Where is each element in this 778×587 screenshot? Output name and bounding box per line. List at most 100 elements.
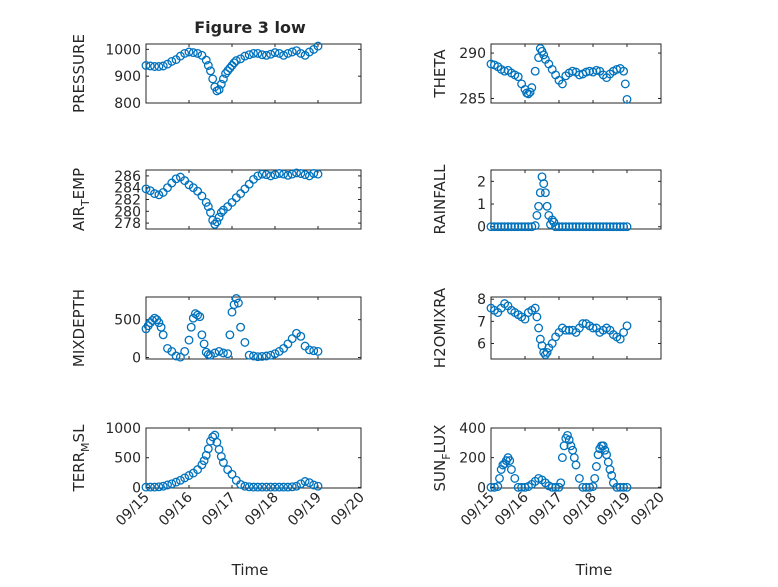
data-point [313,41,323,51]
axes-frame [490,169,662,230]
data-point [313,481,323,491]
data-point [493,482,503,491]
data-point [608,222,618,232]
data-point [493,222,503,232]
data-point [195,312,205,322]
data-point [539,50,549,60]
data-point [612,482,622,492]
data-point [568,222,578,232]
data-point [210,348,220,358]
data-point [175,475,185,485]
data-point [568,66,578,76]
data-point [287,334,297,344]
data-point [527,83,537,93]
data-point [253,352,263,362]
data-point [212,86,222,96]
data-point [540,188,550,198]
y-tick-label: 285 [459,91,486,107]
data-point [539,347,549,357]
y-tick-label: 0 [132,480,141,496]
y-tick-label: 800 [114,96,141,112]
y-tick-label: 0 [132,350,141,366]
data-point [304,171,314,181]
data-point [578,222,588,232]
data-point [283,48,293,58]
data-point [175,352,185,362]
data-point [489,482,499,492]
y-tick-label: 1000 [105,42,141,58]
data-point [510,473,520,483]
data-point [539,179,549,189]
data-point [150,482,160,492]
data-point [218,348,228,358]
data-point [547,482,557,492]
data-point [612,222,622,232]
y-tick-label: 280 [114,204,141,220]
data-point [158,481,168,491]
data-point [203,61,213,70]
data-point [270,349,280,359]
data-point [292,481,301,491]
data-point [564,222,574,232]
data-point [598,222,608,232]
data-point [180,48,190,58]
data-point [547,215,557,225]
data-point [622,321,632,331]
data-point [266,49,276,59]
y-tick-label: 6 [477,337,486,353]
axes-frame [145,296,362,360]
data-point [233,298,243,308]
data-point [602,222,612,232]
x-tick-label: 09/20 [628,490,668,530]
data-point [244,350,254,360]
y-axis-label: AIRTEMP [70,168,92,231]
data-point [206,208,215,217]
data-point [622,222,632,232]
data-point [279,169,289,179]
data-point [223,66,233,76]
data-point [261,482,271,492]
data-point [525,87,535,97]
data-point [253,48,263,58]
data-point [496,222,506,232]
data-point [274,169,284,178]
data-point [154,482,164,492]
data-point [506,222,516,232]
data-point [193,48,203,58]
data-point [574,222,584,232]
data-point [150,189,160,199]
data-point [199,456,209,466]
data-point [283,482,293,492]
data-point [590,473,600,483]
data-point [154,62,164,71]
data-point [184,335,194,345]
data-point [283,339,293,349]
data-point [540,350,550,360]
data-point [532,210,542,220]
data-point [249,48,258,58]
data-point [588,482,598,491]
data-point [615,482,625,492]
y-tick-label: 200 [459,451,486,467]
y-tick-label: 8 [477,292,486,308]
data-point [503,222,513,232]
data-point [214,85,224,95]
data-point [141,184,151,194]
subplot-5: 0 500 MIXDEPTH [70,289,362,367]
data-point [287,169,297,179]
y-axis-label: THETA [431,49,449,99]
x-tick-label: 09/20 [328,490,368,530]
data-point [214,212,224,222]
axes-frame [145,169,362,230]
data-point [581,482,591,492]
y-tick-label: 278 [114,216,141,232]
data-point [257,482,267,492]
data-point [296,169,306,178]
data-point [158,330,168,340]
data-point [279,50,289,60]
data-point [296,331,306,341]
data-point [598,441,608,451]
data-point [309,346,319,356]
data-point [171,477,181,487]
data-point [218,74,228,84]
